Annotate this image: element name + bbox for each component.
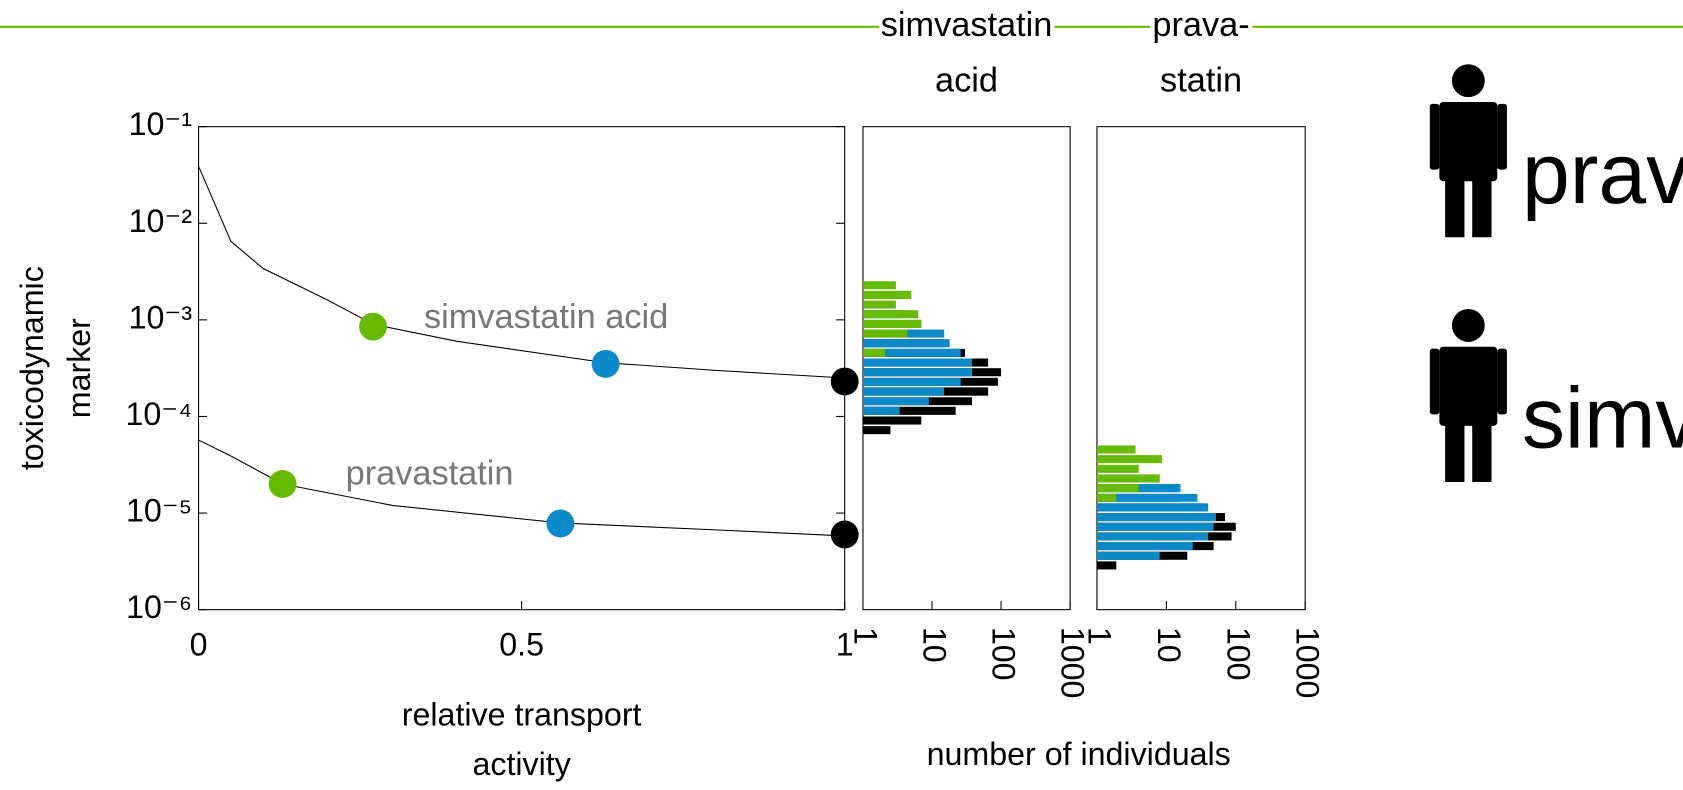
legend-entry: pravastatin [1429, 64, 1683, 238]
histogram-bar [1096, 532, 1209, 541]
histogram-bar [862, 387, 945, 396]
panel-frame [862, 126, 1071, 611]
histogram-bar [1096, 455, 1163, 464]
legend-icon [1429, 309, 1507, 482]
panel-frame [1096, 126, 1306, 611]
y-tick-label: 10⁻⁴ [126, 396, 193, 432]
histogram-bar [862, 348, 961, 357]
genotype-point [830, 520, 859, 549]
panel-title: acid [935, 62, 998, 100]
histogram-bar [862, 339, 950, 348]
histogram-bar [1096, 493, 1198, 502]
histogram-bar [1096, 561, 1117, 570]
x-tick-label: 10 [917, 627, 953, 663]
x-tick-label: 1 [1081, 627, 1117, 645]
y-tick-label: 10⁻⁵ [126, 493, 192, 529]
panel-title: prava- [1152, 6, 1249, 44]
x-tick-label: 100 [986, 627, 1022, 681]
histogram-bar [862, 397, 929, 406]
legend-entry: simvastatin acid [1429, 309, 1683, 482]
x-axis-label: activity [472, 746, 571, 782]
y-tick-label: 10⁻² [129, 203, 193, 239]
histogram-bar [1096, 474, 1160, 483]
histogram-bar [1096, 513, 1217, 522]
histogram-bar [1096, 445, 1136, 454]
histogram-bar [862, 406, 956, 415]
histogram-bar [862, 426, 891, 435]
histogram-bar [1096, 522, 1214, 531]
histogram-bar [1096, 464, 1139, 473]
genotype-point [591, 349, 620, 378]
y-tick-label: 10⁻³ [129, 299, 193, 335]
x-axis-label: number of individuals [927, 736, 1231, 772]
panel-title: simvastatin [881, 6, 1053, 44]
genotype-point [830, 367, 859, 396]
histogram-bar [862, 416, 922, 425]
series-label: pravastatin [346, 455, 514, 493]
histogram-bar [862, 348, 886, 357]
histogram-bar [1096, 483, 1139, 493]
histogram-bar [862, 281, 896, 290]
plot-frame [198, 126, 846, 611]
curve [198, 165, 845, 379]
histogram-bar [1096, 551, 1160, 560]
legend-label: pravastatin [1522, 126, 1683, 222]
histogram-bar [1096, 542, 1193, 551]
x-tick-label: 1 [847, 627, 883, 645]
histogram-bar [862, 406, 900, 415]
series-label: simvastatin acid [424, 298, 668, 336]
histogram-bar [862, 290, 912, 300]
y-tick-label: 10⁻¹ [129, 106, 193, 142]
panel-title: statin [1160, 62, 1242, 100]
histogram-bar [862, 300, 896, 309]
genotype-point [546, 509, 575, 538]
histogram-bar [862, 329, 908, 338]
histogram-bar [1096, 493, 1117, 502]
histogram-bar [862, 310, 919, 319]
histogram-bar [862, 377, 961, 386]
genotype-point [268, 470, 297, 498]
histogram-bar [862, 319, 922, 328]
x-tick-label: 0 [190, 627, 208, 663]
x-tick-label: 1 [836, 627, 854, 663]
curve [198, 439, 845, 537]
x-tick-label: 10 [1151, 627, 1187, 663]
x-tick-label: 100 [1220, 627, 1256, 681]
x-axis-label: relative transport [402, 697, 642, 733]
y-axis-label: marker [61, 318, 97, 418]
y-tick-label: 10⁻⁶ [126, 589, 192, 625]
legend-icon [1429, 64, 1507, 238]
legend-label: simvastatin acid [1522, 371, 1683, 467]
histogram-bar [862, 358, 973, 367]
histogram-bar [1096, 503, 1209, 512]
x-tick-label: 0.5 [499, 627, 544, 663]
x-tick-label: 1000 [1055, 627, 1091, 699]
y-axis-label: toxicodynamic [14, 266, 50, 470]
genotype-point [359, 312, 387, 341]
x-tick-label: 1000 [1290, 627, 1326, 699]
histogram-bar [862, 368, 973, 377]
